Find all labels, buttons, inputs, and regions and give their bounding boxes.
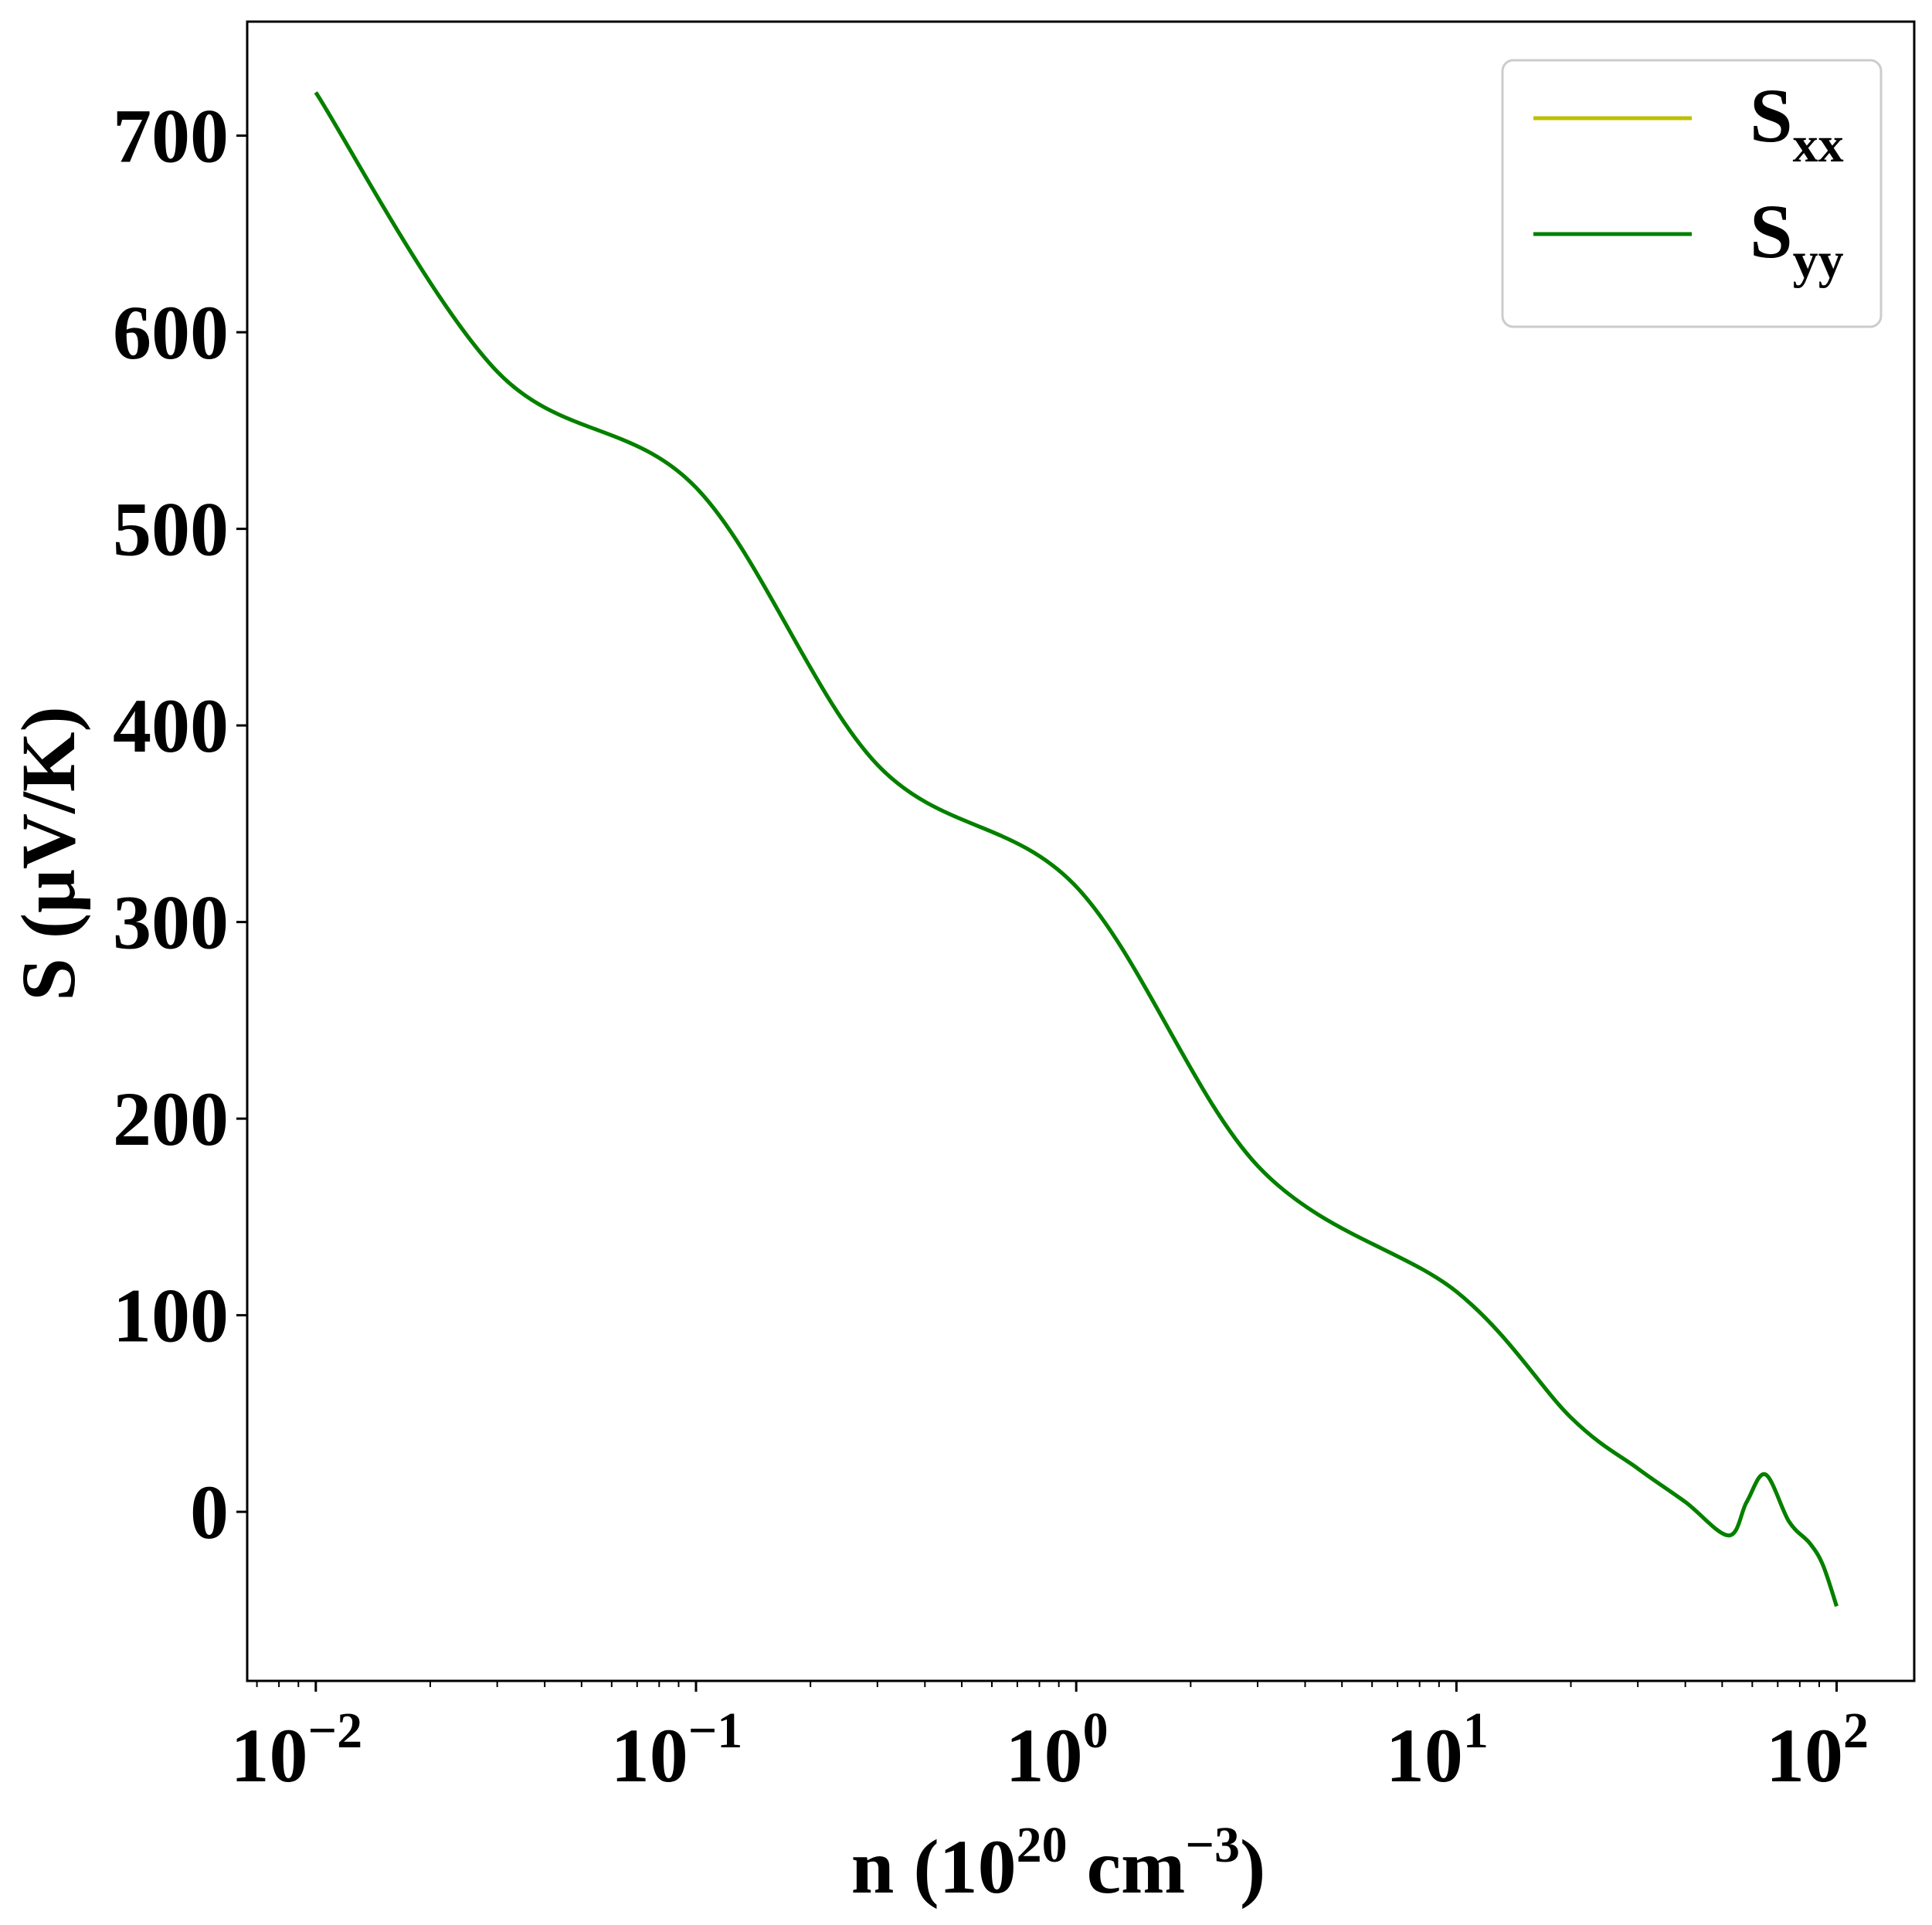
x-axis-label: n (1020 cm−3) [851,1817,1266,1910]
series-line-yy [314,91,1839,1608]
x-tick-label: 10−2 [231,1703,363,1798]
y-tick-label: 200 [113,1076,229,1162]
x-tick-label: 10−1 [611,1703,743,1798]
legend-label-xx: Sxx [1750,73,1844,173]
x-axis-label-suffix: ) [1240,1824,1265,1910]
y-tick-label: 500 [113,487,229,572]
y-tick-label: 400 [113,683,229,769]
legend-box [1501,59,1883,328]
y-tick-label: 0 [190,1469,229,1555]
y-tick-label: 300 [113,880,229,966]
y-tick-label: 100 [113,1273,229,1359]
x-axis-label-sup1: 20 [1017,1817,1068,1873]
x-axis-label-prefix: n (10 [851,1824,1017,1910]
x-axis-label-mid: cm [1068,1824,1186,1910]
series-layer [314,91,1839,1608]
y-axis-label: S (μV/K) [5,706,91,1001]
x-tick-label: 100 [1006,1703,1109,1798]
axes: 0 100 200 300 400 500 600 700 10−2 10−1 100 101 102 [113,93,1869,1798]
x-tick-label: 102 [1766,1703,1869,1798]
legend: Sxx Syy [1501,59,1883,328]
y-tick-label: 700 [113,93,229,179]
x-axis-label-sup2: −3 [1185,1817,1240,1873]
y-tick-label: 600 [113,290,229,375]
legend-label-yy: Syy [1750,188,1844,289]
x-tick-label: 101 [1386,1703,1489,1798]
